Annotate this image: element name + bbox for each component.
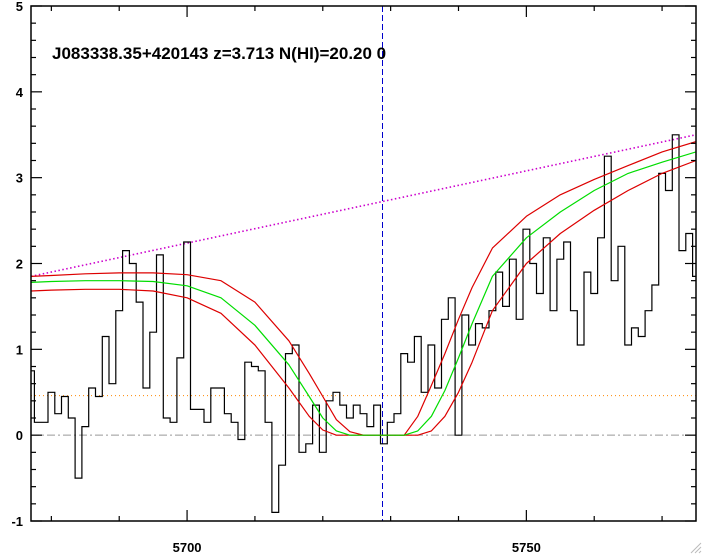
y-tick-label: 3 [16, 171, 23, 186]
y-tick-label: -1 [11, 514, 23, 529]
flux-histogram [31, 134, 696, 513]
x-tick-label: 5700 [173, 540, 202, 555]
chart-title: J083338.35+420143 z=3.713 N(HI)=20.20 0 [52, 44, 386, 63]
y-tick-label: 0 [16, 428, 23, 443]
fit-lower-bound [31, 159, 696, 436]
y-tick-label: 1 [16, 342, 23, 357]
continuum-line [31, 133, 696, 278]
best-fit-profile [31, 151, 696, 436]
fit-upper-bound [31, 141, 696, 436]
x-tick-label: 5750 [512, 540, 541, 555]
resize-grip-icon[interactable] [688, 540, 702, 554]
y-tick-label: 4 [16, 85, 24, 100]
plot-area [31, 6, 696, 521]
plot-clip-group [31, 6, 696, 521]
y-tick-label: 5 [16, 0, 23, 14]
y-tick-label: 2 [16, 257, 23, 272]
axes: -1 0 1 2 3 4 5 5700 5750 [11, 0, 697, 555]
